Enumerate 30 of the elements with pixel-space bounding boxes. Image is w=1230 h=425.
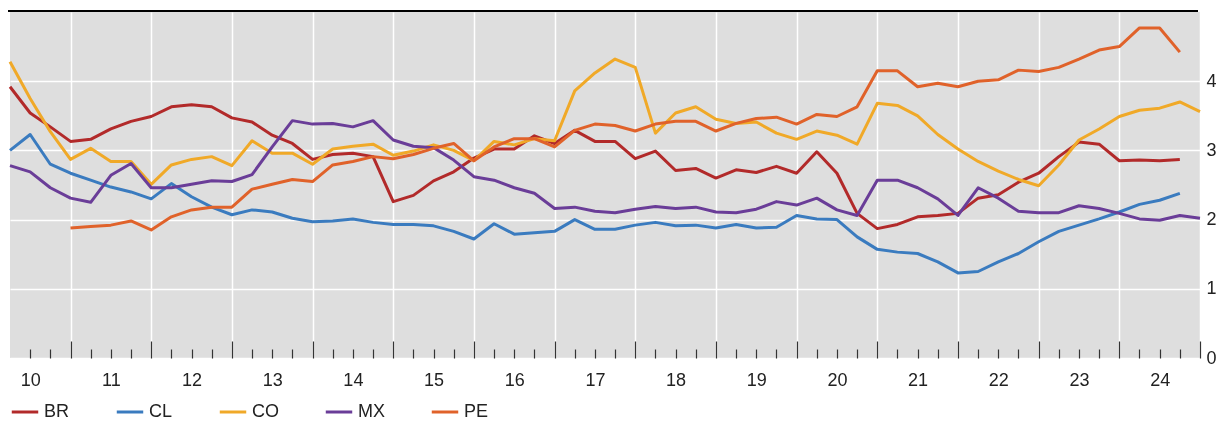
x-tick-label: 17: [585, 369, 606, 390]
x-tick-label: 12: [182, 369, 203, 390]
x-tick-label: 10: [20, 369, 41, 390]
line-series: [69, 26, 1182, 232]
x-tick-label: 11: [102, 369, 121, 390]
y-tick-label: 4: [1206, 70, 1217, 91]
y-tick-label: 0: [1206, 347, 1217, 368]
x-tick-label: 22: [988, 369, 1009, 390]
x-tick-label: 21: [908, 369, 929, 390]
legend-label: CL: [149, 401, 173, 421]
x-tick-label: 19: [746, 369, 767, 390]
line-series: [8, 57, 1202, 188]
legend-label: CO: [252, 401, 279, 421]
x-tick-label: 15: [424, 369, 445, 390]
line-series: [8, 132, 1182, 275]
y-tick-label: 3: [1206, 139, 1217, 160]
line-series: [8, 85, 1182, 231]
x-tick-label: 23: [1069, 369, 1090, 390]
x-tick-label: 16: [504, 369, 525, 390]
x-tick-label: 13: [262, 369, 283, 390]
legend-label: BR: [44, 401, 70, 421]
x-tick-label: 18: [666, 369, 687, 390]
line-series: [8, 119, 1202, 222]
x-tick-label: 14: [343, 369, 364, 390]
y-tick-label: 2: [1206, 209, 1217, 230]
y-tick-label: 1: [1206, 278, 1217, 299]
legend-label: MX: [358, 401, 385, 421]
legend-label: PE: [464, 401, 489, 421]
x-tick-label: 24: [1150, 369, 1171, 390]
x-tick-label: 20: [827, 369, 848, 390]
